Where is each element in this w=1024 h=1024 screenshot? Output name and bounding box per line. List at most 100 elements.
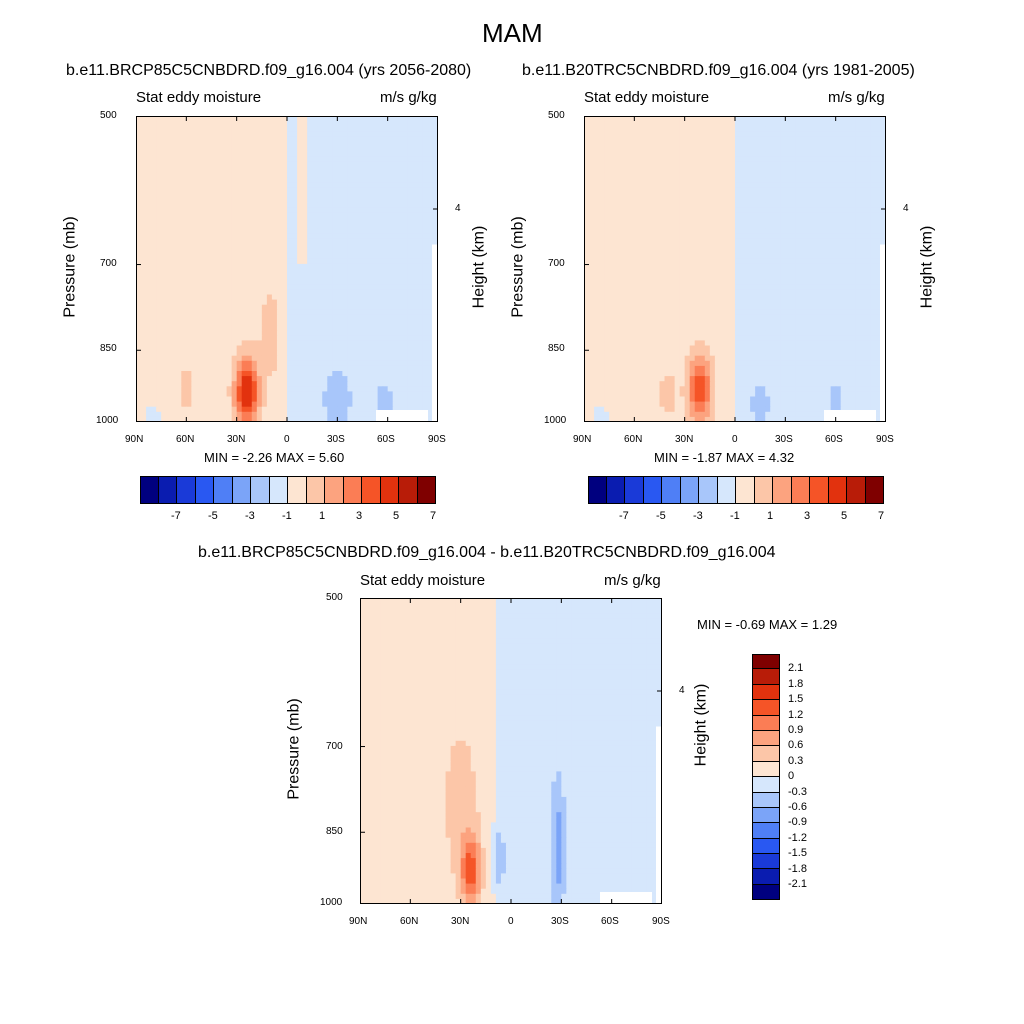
- field-cell: [790, 121, 796, 127]
- field-cell: [765, 212, 771, 219]
- field-cell: [287, 141, 293, 148]
- field-cell: [292, 391, 298, 398]
- field-cell: [181, 386, 187, 392]
- field-cell: [146, 197, 152, 204]
- field-cell: [281, 314, 288, 321]
- field-cell: [372, 396, 379, 403]
- field-cell: [407, 330, 414, 336]
- field-cell: [412, 177, 419, 183]
- field-cell: [307, 167, 313, 173]
- field-cell: [266, 156, 273, 163]
- field-cell: [287, 146, 293, 153]
- field-cell: [372, 355, 379, 362]
- field-cell: [266, 294, 273, 301]
- field-cell: [337, 299, 343, 306]
- field-cell: [302, 345, 308, 352]
- field-cell: [382, 294, 389, 301]
- field-cell: [226, 304, 233, 311]
- field-cell: [714, 212, 721, 219]
- field-cell: [422, 228, 429, 234]
- field-cell: [669, 223, 676, 229]
- field-cell: [146, 416, 152, 422]
- field-cell: [584, 182, 590, 188]
- field-cell: [246, 350, 253, 357]
- field-cell: [276, 243, 283, 250]
- field-cell: [644, 228, 651, 234]
- field-cell: [735, 218, 741, 224]
- field-cell: [770, 197, 776, 204]
- field-cell: [750, 202, 756, 209]
- field-cell: [317, 304, 323, 311]
- field-cell: [875, 192, 882, 199]
- field-cell: [256, 212, 263, 219]
- field-cell: [790, 151, 796, 158]
- field-cell: [186, 146, 192, 153]
- field-cell: [417, 253, 424, 260]
- field-cell: [735, 202, 741, 209]
- field-cell: [679, 177, 686, 183]
- field-cell: [287, 126, 293, 132]
- field-cell: [850, 156, 857, 163]
- field-cell: [780, 126, 786, 132]
- field-cell: [266, 406, 273, 413]
- field-cell: [191, 177, 197, 183]
- field-cell: [271, 161, 278, 168]
- field-cell: [342, 325, 348, 331]
- field-cell: [392, 161, 399, 168]
- field-cell: [850, 187, 857, 194]
- field-cell: [221, 294, 228, 301]
- field-cell: [377, 141, 384, 148]
- field-cell: [146, 360, 152, 367]
- field-cell: [855, 136, 862, 143]
- field-cell: [186, 345, 192, 352]
- field-cell: [880, 141, 886, 148]
- field-cell: [412, 309, 419, 316]
- field-cell: [760, 116, 766, 122]
- field-cell: [875, 156, 882, 163]
- field-cell: [216, 121, 223, 127]
- field-cell: [855, 126, 862, 132]
- field-cell: [161, 371, 167, 377]
- field-cell: [427, 116, 434, 122]
- field-cell: [412, 161, 419, 168]
- field-cell: [141, 233, 147, 239]
- field-cell: [432, 131, 438, 137]
- field-cell: [292, 350, 298, 357]
- field-cell: [151, 406, 157, 413]
- field-cell: [367, 263, 374, 270]
- field-cell: [141, 212, 147, 219]
- field-cell: [347, 228, 354, 234]
- field-cell: [302, 309, 308, 316]
- field-cell: [141, 156, 147, 163]
- field-cell: [664, 172, 671, 178]
- field-cell: [322, 360, 328, 367]
- field-cell: [629, 207, 635, 214]
- field-cell: [176, 274, 182, 280]
- field-cell: [372, 386, 379, 392]
- field-cell: [241, 314, 248, 321]
- field-cell: [432, 223, 438, 229]
- field-cell: [181, 269, 187, 275]
- field-cell: [146, 391, 152, 398]
- field-cell: [750, 146, 756, 153]
- field-cell: [412, 167, 419, 173]
- field-cell: [719, 146, 726, 153]
- field-cell: [317, 172, 323, 178]
- field-cell: [432, 182, 438, 188]
- field-cell: [669, 192, 676, 199]
- field-cell: [292, 136, 298, 143]
- field-cell: [327, 218, 333, 224]
- field-cell: [644, 121, 651, 127]
- field-cell: [780, 151, 786, 158]
- field-cell: [206, 355, 213, 362]
- field-cell: [860, 131, 867, 137]
- field-cell: [312, 376, 318, 382]
- field-cell: [342, 299, 348, 306]
- field-cell: [307, 330, 313, 336]
- field-cell: [136, 151, 142, 158]
- field-cell: [397, 330, 404, 336]
- field-cell: [186, 243, 192, 250]
- field-cell: [417, 340, 424, 347]
- field-cell: [362, 325, 369, 331]
- field-cell: [699, 172, 706, 178]
